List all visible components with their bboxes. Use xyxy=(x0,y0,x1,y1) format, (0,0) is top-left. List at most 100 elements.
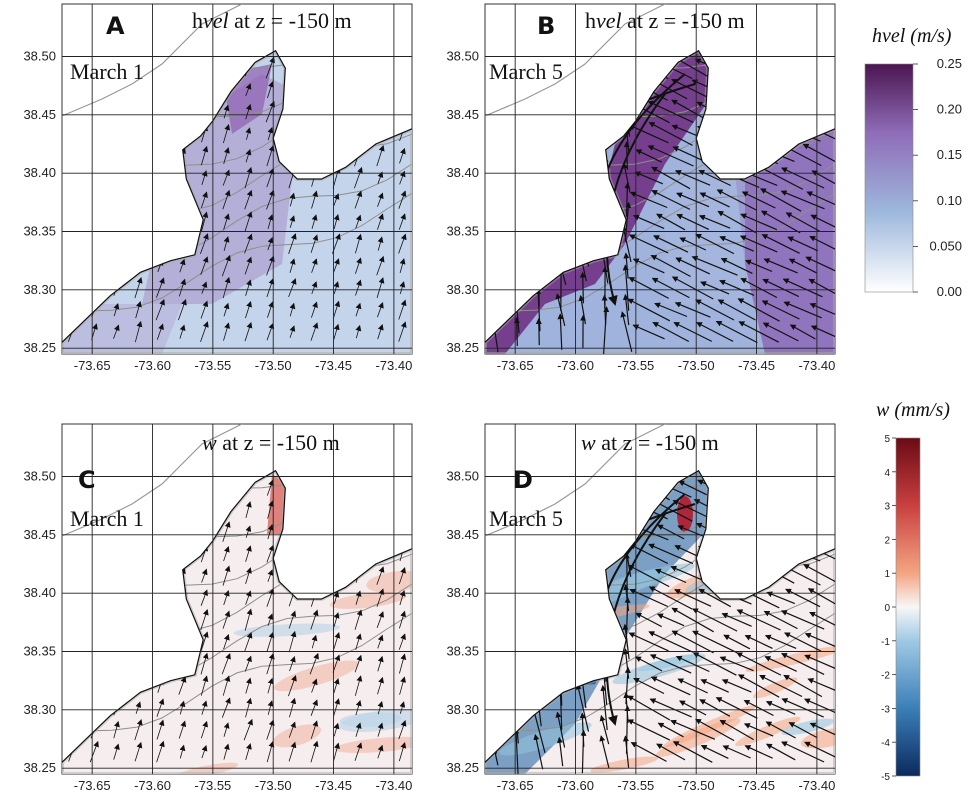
longitude-tick-label: -73.60 xyxy=(134,778,171,793)
latitude-tick-label: 38.50 xyxy=(23,49,56,64)
colorbar-tick-label: 2 xyxy=(884,535,890,546)
colorbar-tick-label: -5 xyxy=(881,772,890,783)
colorbar-tick-label: -1 xyxy=(881,637,890,648)
colorbar-tick-label: 0.050 xyxy=(929,238,962,253)
panel-letter: C xyxy=(78,466,96,494)
colorbar-tick-label: 0.00 xyxy=(937,284,962,299)
latitude-tick-label: 38.25 xyxy=(23,340,56,355)
panel-letter: D xyxy=(513,466,533,494)
longitude-tick-label: -73.65 xyxy=(497,778,534,793)
colorbar-tick-label: 0.10 xyxy=(937,193,962,208)
longitude-tick-label: -73.45 xyxy=(738,358,775,373)
longitude-tick-label: -73.55 xyxy=(194,778,231,793)
colorbar-tick-label: 1 xyxy=(884,569,890,580)
latitude-tick-label: 38.25 xyxy=(446,340,479,355)
colorbar-w: w (mm/s) 5 4 3 2 1 0 -1 -2 -3 -4 -5 xyxy=(876,399,950,783)
colorbar-hvel: hvel (m/s) 0.25 0.20 0.15 0.10 0.050 0.00 xyxy=(864,25,962,299)
latitude-tick-labels: 38.50 38.45 38.40 38.35 38.30 38.25 xyxy=(446,49,479,356)
colorbar-tick-label: 0 xyxy=(884,603,890,614)
land-coastline xyxy=(485,4,666,117)
latitude-tick-label: 38.30 xyxy=(23,702,56,717)
longitude-tick-label: -73.45 xyxy=(315,358,352,373)
latitude-tick-label: 38.35 xyxy=(23,644,56,659)
latitude-tick-label: 38.45 xyxy=(446,527,479,542)
panel-date: March 1 xyxy=(70,59,144,84)
panel-letter: B xyxy=(537,12,555,40)
latitude-tick-labels: 38.50 38.45 38.40 38.35 38.30 38.25 xyxy=(446,469,479,776)
coastline xyxy=(61,49,413,343)
longitude-tick-label: -73.50 xyxy=(678,358,715,373)
latitude-tick-label: 38.45 xyxy=(23,107,56,122)
longitude-tick-label: -73.45 xyxy=(738,778,775,793)
panel-title: w at z = -150 m xyxy=(202,430,340,455)
panel-date: March 5 xyxy=(489,506,563,531)
colorbar-tick-label: -2 xyxy=(881,671,890,682)
longitude-tick-label: -73.65 xyxy=(497,358,534,373)
longitude-tick-label: -73.40 xyxy=(798,778,835,793)
longitude-tick-label: -73.40 xyxy=(798,358,835,373)
map-panel-b: B hvel at z = -150 m March 5 38.5038.453… xyxy=(446,3,836,373)
land-coastline xyxy=(62,424,243,537)
longitude-tick-labels: -73.65 -73.60 -73.55 -73.50 -73.45 -73.40 xyxy=(74,778,413,793)
latitude-tick-label: 38.35 xyxy=(446,224,479,239)
panel-title: hvel at z = -150 m xyxy=(585,8,745,33)
latitude-tick-label: 38.30 xyxy=(446,282,479,297)
longitude-tick-label: -73.65 xyxy=(74,778,111,793)
map-panel-c: C w at z = -150 m March 1 38.50 38.45 38.4… xyxy=(23,423,413,793)
latitude-tick-label: 38.35 xyxy=(446,644,479,659)
longitude-tick-labels: -73.65 -73.60 -73.55 -73.50 -73.45 -73.40 xyxy=(497,358,836,373)
land-coastline xyxy=(485,424,666,537)
latitude-tick-label: 38.50 xyxy=(446,49,479,64)
colorbar-gradient xyxy=(895,437,921,777)
colorbar-tick-label: -3 xyxy=(881,704,890,715)
colorbar-tick-labels: 0.25 0.20 0.15 0.10 0.050 0.00 xyxy=(913,56,962,299)
longitude-tick-label: -73.50 xyxy=(678,778,715,793)
latitude-tick-label: 38.40 xyxy=(23,585,56,600)
latitude-tick-label: 38.45 xyxy=(446,107,479,122)
longitude-tick-labels: -73.65 -73.60 -73.55 -73.50 -73.45 -73.40 xyxy=(497,778,836,793)
latitude-tick-label: 38.35 xyxy=(23,224,56,239)
longitude-tick-labels: -73.65 -73.60 -73.55 -73.50 -73.45 -73.40 xyxy=(74,358,413,373)
latitude-tick-labels: 38.50 38.45 38.40 38.35 38.30 38.25 xyxy=(23,469,56,776)
colorbar-title: w (mm/s) xyxy=(876,399,950,421)
panel-title: w at z = -150 m xyxy=(581,430,719,455)
colorbar-title: hvel (m/s) xyxy=(872,25,952,47)
panel-date: March 1 xyxy=(70,506,144,531)
longitude-tick-label: -73.55 xyxy=(617,358,654,373)
colorbar-tick-label: -4 xyxy=(881,738,890,749)
latitude-tick-label: 38.40 xyxy=(446,165,479,180)
colorbar-gradient xyxy=(864,63,914,293)
colorbar-tick-label: 0.15 xyxy=(937,147,962,162)
latitude-tick-label: 38.25 xyxy=(446,760,479,775)
colorbar-tick-label: 0.25 xyxy=(937,56,962,71)
latitude-tick-label: 38.45 xyxy=(23,527,56,542)
longitude-tick-label: -73.55 xyxy=(617,778,654,793)
latitude-tick-label: 38.50 xyxy=(446,469,479,484)
land-coastline xyxy=(62,4,243,117)
panel-date: March 5 xyxy=(489,59,563,84)
longitude-tick-label: -73.60 xyxy=(557,358,594,373)
latitude-tick-label: 38.30 xyxy=(446,702,479,717)
longitude-tick-label: -73.60 xyxy=(557,778,594,793)
colorbar-tick-label: 0.20 xyxy=(937,102,962,117)
colorbar-tick-labels: 5 4 3 2 1 0 -1 -2 -3 -4 -5 xyxy=(881,434,896,783)
colorbar-tick-label: 5 xyxy=(884,434,890,445)
colorbar-tick-label: 4 xyxy=(884,468,890,479)
latitude-tick-label: 38.25 xyxy=(23,760,56,775)
map-panel-a: A hvel at z = -150 m March 1 38.5038.453… xyxy=(23,3,413,373)
latitude-tick-label: 38.50 xyxy=(23,469,56,484)
latitude-tick-label: 38.30 xyxy=(23,282,56,297)
colorbar-tick-label: 3 xyxy=(884,502,890,513)
map-panel-d: D w at z = -150 m March 5 38.50 38.45 38.4… xyxy=(446,423,836,793)
latitude-tick-label: 38.40 xyxy=(23,165,56,180)
longitude-tick-label: -73.40 xyxy=(375,778,412,793)
longitude-tick-label: -73.40 xyxy=(375,358,412,373)
panel-title: hvel at z = -150 m xyxy=(192,8,352,33)
longitude-tick-label: -73.50 xyxy=(255,778,292,793)
longitude-tick-label: -73.45 xyxy=(315,778,352,793)
longitude-tick-label: -73.65 xyxy=(74,358,111,373)
panel-letter: A xyxy=(106,12,125,40)
latitude-tick-labels: 38.50 38.45 38.40 38.35 38.30 38.25 xyxy=(23,49,56,356)
longitude-tick-label: -73.50 xyxy=(255,358,292,373)
